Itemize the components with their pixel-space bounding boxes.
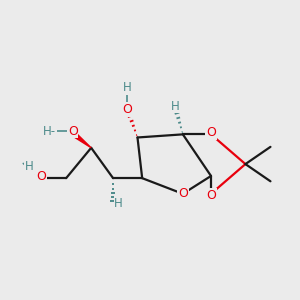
Text: O: O	[36, 170, 46, 183]
Polygon shape	[68, 129, 91, 148]
Text: H: H	[114, 197, 123, 210]
Text: O: O	[206, 189, 216, 202]
Text: H: H	[171, 100, 179, 113]
Text: H-: H-	[43, 125, 56, 138]
Text: O: O	[122, 103, 132, 116]
Text: O: O	[68, 125, 78, 138]
Text: O: O	[178, 187, 188, 200]
Text: O: O	[206, 126, 216, 139]
Text: H: H	[25, 160, 34, 173]
Text: H: H	[123, 81, 132, 94]
